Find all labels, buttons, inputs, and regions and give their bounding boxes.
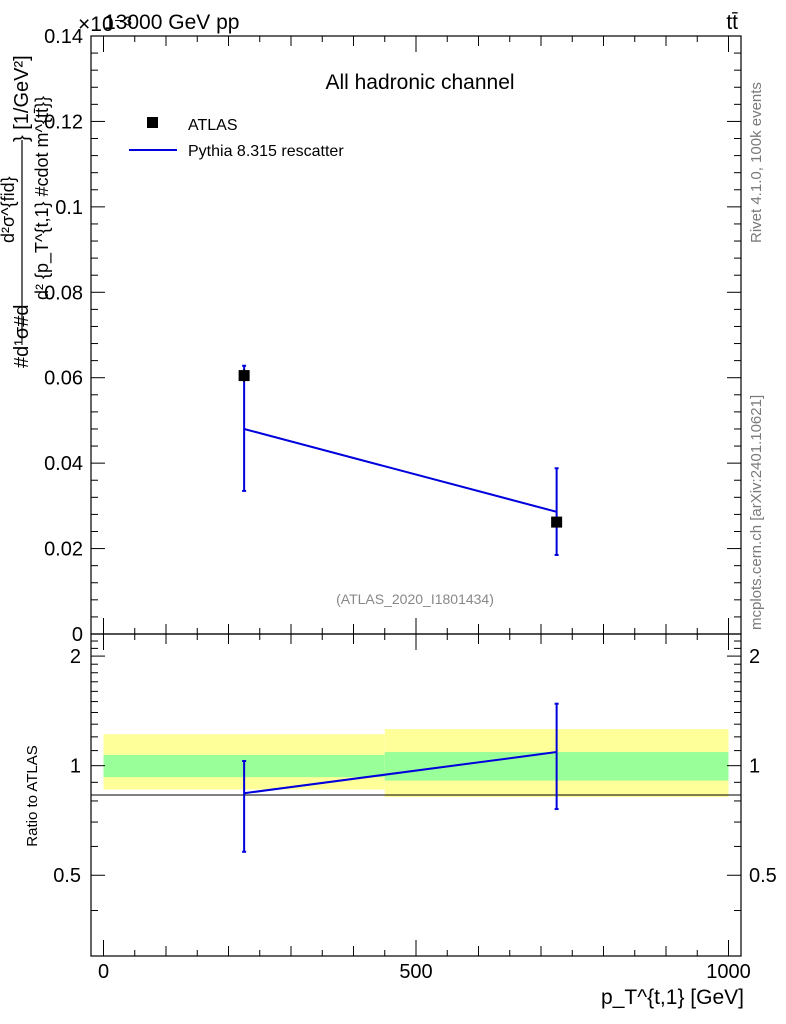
ratio-ylabel: Ratio to ATLAS	[24, 745, 41, 846]
main-ytick-label: 0.1	[55, 197, 83, 219]
ratio-axis-ticks: 0.5 0.5 1 1 2 2 0 500 1000	[53, 634, 777, 983]
rivet-label: Rivet 4.1.0, 100k events	[748, 82, 765, 243]
ratio-ytick-label-right: 1	[749, 756, 760, 778]
legend-label-pythia: Pythia 8.315 rescatter	[188, 143, 344, 160]
ratio-ytick-label-right: 2	[749, 646, 760, 668]
main-ytick-label: 0.02	[44, 539, 83, 561]
main-ytick-label: 0.04	[44, 453, 83, 475]
main-ylabel: #d¹σ#d d²σ^{fid} d² {p_T^{t,1} #cdot m^{…	[0, 55, 53, 368]
main-ytick-label: 0.14	[44, 26, 83, 48]
main-series-layer	[238, 364, 563, 556]
main-ytick-label: 0.08	[44, 282, 83, 304]
ratio-ytick-label: 0.5	[53, 865, 81, 887]
exponent-label: ×10⁻³	[78, 13, 132, 36]
xlabel: p_T^{t,1} [GeV]	[601, 986, 744, 1009]
ratio-pythia-line	[243, 751, 557, 795]
legend-label-atlas: ATLAS	[188, 117, 238, 134]
chart-title: All hadronic channel	[325, 71, 514, 94]
ratio-uncertainty-bands	[103, 729, 729, 798]
header-right: tt̄	[726, 11, 738, 34]
xlabel-text: p_T^{t,1} [GeV]	[601, 986, 744, 1009]
mcplots-label: mcplots.cern.ch [arXiv:2401.10621]	[748, 395, 765, 630]
ratio-xtick-label: 1000	[706, 961, 751, 983]
ylabel-denominator: d² {p_T^{t,1} #cdot m^{tt̄}}	[32, 96, 53, 300]
analysis-watermark: (ATLAS_2020_I1801434)	[336, 591, 494, 607]
main-axis-ticks: 0 0.02 0.04 0.06 0.08 0.1 0.12 0.14	[44, 26, 741, 646]
ratio-xtick-label: 500	[399, 961, 432, 983]
main-ytick-label: 0.06	[44, 368, 83, 390]
header-left: 13000 GeV pp	[104, 11, 239, 34]
main-ytick-label: 0	[72, 624, 83, 646]
ratio-series-layer	[242, 702, 559, 853]
ratio-xtick-label: 0	[98, 961, 109, 983]
atlas-point	[238, 370, 250, 382]
pythia-line	[243, 428, 557, 513]
ratio-ytick-label: 2	[70, 646, 81, 668]
ylabel-numerator: d²σ^{fid}	[0, 176, 18, 243]
atlas-point	[551, 516, 563, 528]
main-ytick-label: 0.12	[44, 111, 83, 133]
ratio-ytick-label: 1	[70, 756, 81, 778]
ylabel-unit: } [1/GeV²]	[11, 55, 33, 142]
legend-marker-atlas	[147, 117, 158, 128]
ratio-ytick-label-right: 0.5	[749, 865, 777, 887]
